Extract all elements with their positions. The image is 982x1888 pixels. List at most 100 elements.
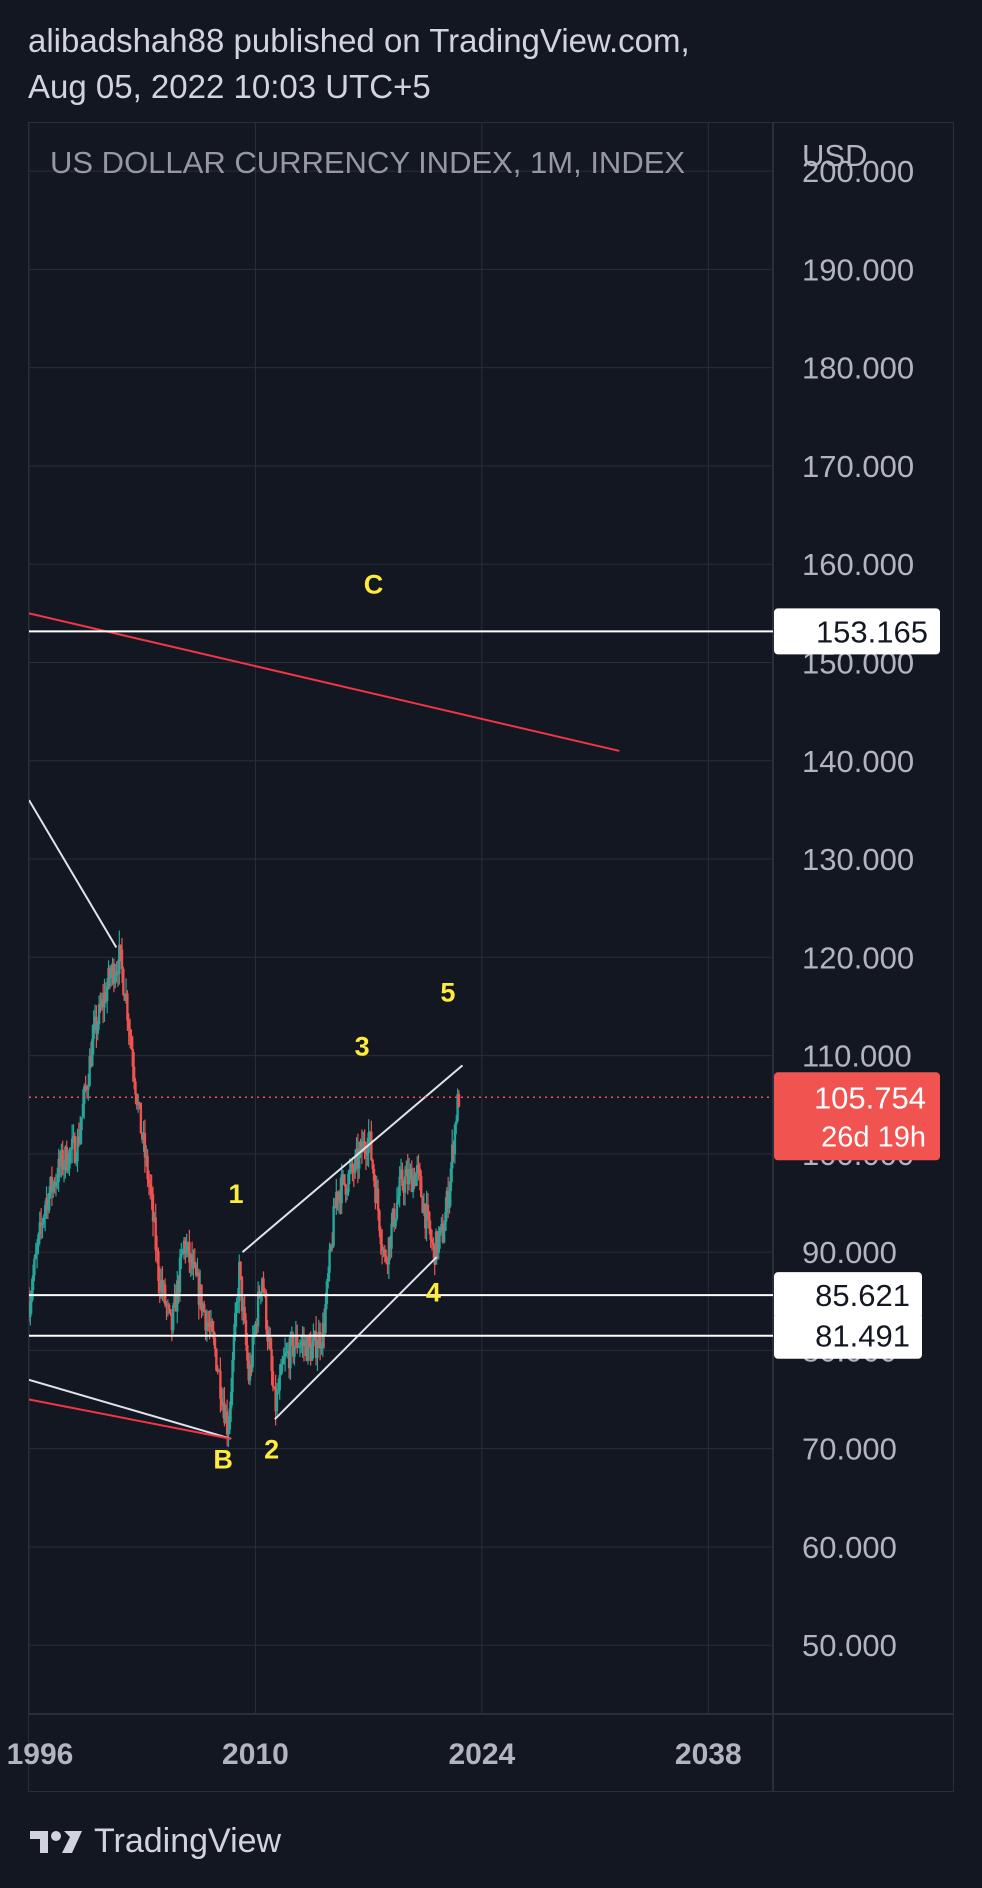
- candle-body: [370, 1131, 373, 1160]
- candle-body: [382, 1249, 385, 1251]
- candle-body: [286, 1351, 289, 1353]
- candle-body: [371, 1159, 374, 1169]
- candle-body: [62, 1165, 66, 1170]
- candle-body: [147, 1179, 151, 1184]
- candle-body: [189, 1254, 192, 1263]
- candle-body: [45, 1197, 48, 1206]
- candle-body: [234, 1313, 237, 1337]
- candle-body: [367, 1132, 370, 1153]
- candle-body: [271, 1371, 275, 1387]
- tradingview-footer[interactable]: TradingView: [28, 1822, 281, 1861]
- candle-body: [401, 1169, 404, 1187]
- candle-body: [91, 1039, 94, 1067]
- candle-body: [432, 1242, 435, 1246]
- candle-body: [246, 1344, 249, 1361]
- candle-body: [263, 1292, 267, 1294]
- candle-body: [277, 1390, 280, 1392]
- candle-body: [116, 971, 120, 974]
- candle-body: [428, 1211, 431, 1229]
- plot-area: [29, 122, 773, 1714]
- candle-body: [409, 1169, 412, 1171]
- candle-body: [429, 1228, 432, 1240]
- candle-body: [100, 999, 103, 1008]
- candle-body: [279, 1363, 283, 1375]
- candle-body: [201, 1304, 205, 1311]
- candle-body: [231, 1359, 234, 1392]
- current-price-bg: [774, 1072, 940, 1161]
- wave-label-3: 3: [355, 1032, 370, 1062]
- candle-body: [318, 1332, 322, 1349]
- horizontal-level-label: 85.621: [774, 1272, 922, 1319]
- candle-body: [196, 1272, 199, 1276]
- candle-body: [122, 968, 125, 995]
- candle-body: [379, 1230, 382, 1245]
- candle-body: [374, 1180, 377, 1203]
- candle-body: [81, 1103, 85, 1118]
- candle-body: [437, 1235, 440, 1253]
- candle-body: [274, 1388, 277, 1412]
- candle-body: [265, 1292, 268, 1330]
- level-label-text: 81.491: [815, 1319, 910, 1354]
- tradingview-logo-icon: [30, 1830, 82, 1853]
- candle-body: [305, 1341, 308, 1361]
- candle-body: [254, 1323, 257, 1334]
- candle-body: [250, 1364, 253, 1368]
- candle-body: [336, 1191, 339, 1201]
- publisher-line: alibadshah88 published on TradingView.co…: [28, 22, 690, 59]
- candle-body: [34, 1253, 37, 1259]
- y-tick-label: 190.000: [802, 252, 914, 287]
- y-tick-label: 200.000: [802, 154, 914, 189]
- candle-body: [108, 967, 112, 979]
- candle-body: [79, 1129, 82, 1144]
- candle-body: [421, 1197, 424, 1213]
- candle-body: [349, 1163, 353, 1170]
- candle-body: [209, 1321, 213, 1328]
- candle-body: [180, 1253, 183, 1258]
- wave-label-B: B: [213, 1444, 233, 1474]
- candle-body: [358, 1150, 361, 1169]
- x-tick-label: 2024: [448, 1738, 515, 1771]
- candle-body: [194, 1264, 198, 1276]
- candle-body: [325, 1281, 329, 1305]
- candle-body: [407, 1170, 411, 1185]
- candle-body: [217, 1370, 221, 1372]
- candle-body: [300, 1342, 303, 1347]
- y-tick-label: 120.000: [802, 940, 914, 975]
- candle-body: [46, 1197, 50, 1211]
- candle-body: [178, 1257, 182, 1293]
- candle-body: [224, 1411, 227, 1424]
- candle-body: [96, 1024, 99, 1035]
- candle-body: [270, 1349, 273, 1372]
- candle-body: [285, 1351, 288, 1353]
- candle-body: [457, 1094, 461, 1107]
- candle-body: [364, 1150, 368, 1156]
- candle-body: [68, 1149, 71, 1169]
- candle-body: [438, 1227, 442, 1236]
- candle-body: [161, 1279, 164, 1292]
- candle-body: [126, 993, 129, 1021]
- candle-body: [418, 1168, 422, 1177]
- candle-body: [247, 1360, 250, 1381]
- level-label-text: 153.165: [816, 614, 928, 649]
- candle-body: [95, 1016, 98, 1035]
- candle-body: [399, 1169, 403, 1177]
- trendline-red: [29, 1398, 232, 1440]
- candle-body: [83, 1086, 86, 1104]
- candle-body: [174, 1294, 178, 1312]
- candle-body: [425, 1204, 428, 1229]
- candle-body: [50, 1177, 54, 1192]
- candle-body: [110, 973, 113, 979]
- candle-body: [332, 1206, 335, 1247]
- candle-body: [177, 1280, 180, 1293]
- x-tick-label: 2010: [222, 1738, 289, 1771]
- candle-body: [328, 1249, 331, 1273]
- horizontal-level-label: 153.165: [774, 608, 940, 655]
- tradingview-brand: TradingView: [94, 1822, 282, 1860]
- candle-body: [114, 975, 117, 984]
- candle-body: [331, 1245, 334, 1247]
- candle-body: [343, 1174, 346, 1185]
- candle-body: [256, 1291, 260, 1327]
- candle-body: [313, 1331, 316, 1338]
- trendline-white: [241, 1064, 464, 1253]
